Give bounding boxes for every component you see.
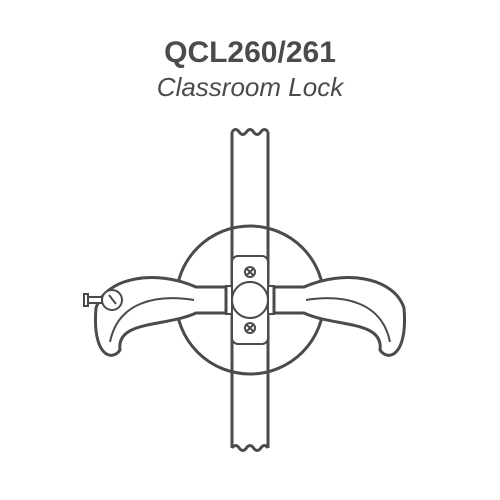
lock-diagram <box>0 0 500 500</box>
